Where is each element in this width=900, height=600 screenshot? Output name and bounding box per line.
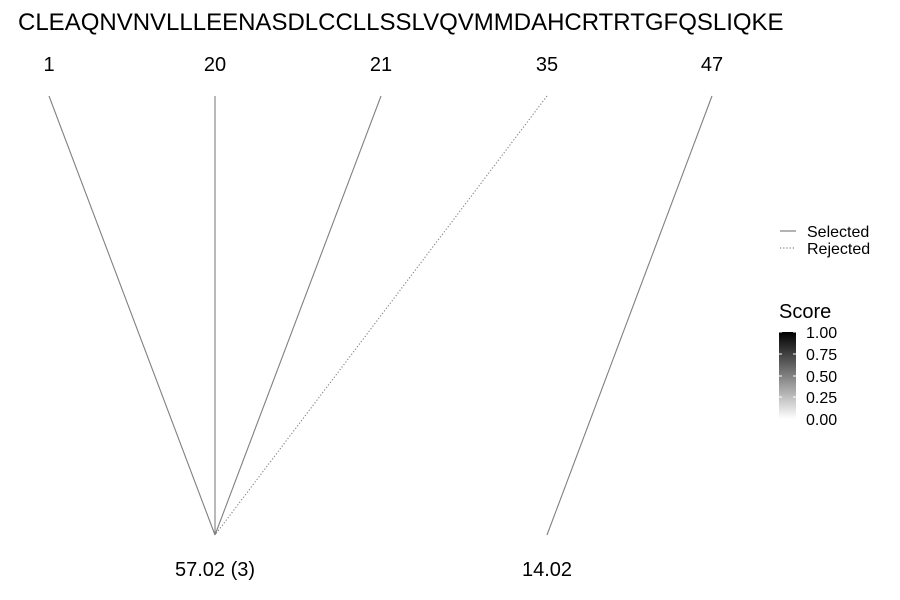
position-labels: 1 20 21 35 47 bbox=[43, 54, 723, 76]
score-tick-label: 0.50 bbox=[806, 369, 837, 386]
position-label: 1 bbox=[43, 54, 54, 76]
score-scale-title: Score bbox=[779, 301, 831, 323]
position-label: 35 bbox=[536, 54, 558, 76]
score-gradient-bar bbox=[779, 332, 796, 419]
selected-connection-line bbox=[214, 95, 382, 536]
score-tick-label: 1.00 bbox=[806, 325, 837, 342]
score-tick-label: 0.00 bbox=[806, 412, 837, 429]
score-tick-label: 0.75 bbox=[806, 347, 837, 364]
mass-label: 57.02 (3) bbox=[175, 559, 255, 581]
mass-labels: 57.02 (3) 14.02 bbox=[175, 559, 572, 581]
score-color-scale: Score 1.00 0.75 0.50 0.25 0.00 bbox=[779, 301, 837, 429]
connection-lines bbox=[48, 95, 713, 536]
line-type-legend: Selected Rejected bbox=[780, 224, 870, 258]
legend-label-selected: Selected bbox=[807, 224, 869, 241]
position-label: 21 bbox=[370, 54, 392, 76]
position-label: 47 bbox=[701, 54, 723, 76]
mass-label: 14.02 bbox=[522, 559, 572, 581]
selected-connection-line bbox=[546, 95, 713, 536]
rejected-connection-line bbox=[214, 95, 548, 536]
score-tick-label: 0.25 bbox=[806, 390, 837, 407]
position-label: 20 bbox=[204, 54, 226, 76]
legend-label-rejected: Rejected bbox=[807, 241, 870, 258]
selected-connection-line bbox=[48, 95, 216, 536]
peptide-sequence: CLEAQNVNVLLLEENASDLCCLLSSLVQVMMDAHCRTRTG… bbox=[18, 9, 784, 36]
